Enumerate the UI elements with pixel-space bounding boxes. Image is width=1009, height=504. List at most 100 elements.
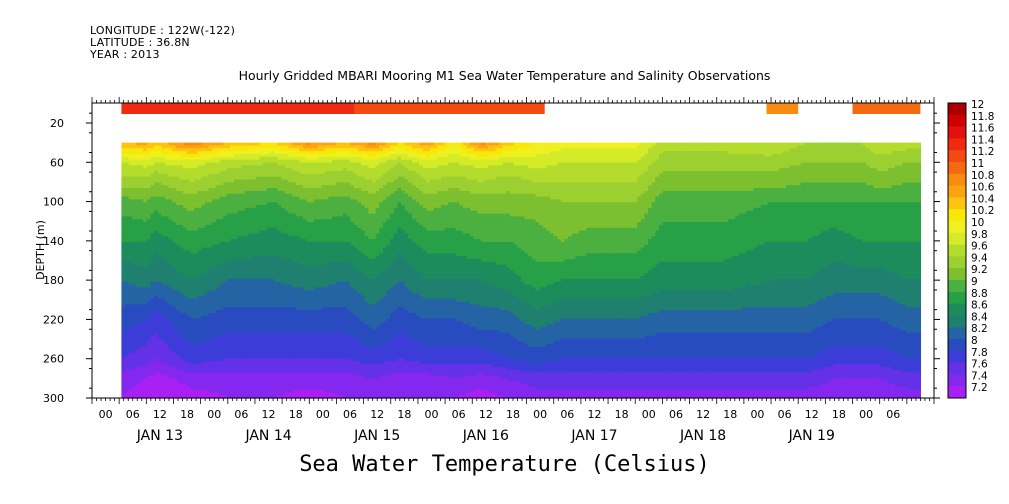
heatmap-cell	[179, 332, 184, 337]
heatmap-cell	[179, 363, 184, 368]
heatmap-cell	[146, 142, 152, 147]
heatmap-cell	[230, 321, 235, 325]
heatmap-cell	[273, 233, 279, 237]
heatmap-cell	[183, 253, 188, 257]
heatmap-cell	[226, 335, 231, 340]
heatmap-cell	[154, 341, 159, 345]
heatmap-cell	[230, 335, 235, 340]
heatmap-cell	[194, 151, 199, 155]
heatmap-cell	[125, 162, 130, 166]
heatmap-cell	[252, 182, 257, 186]
heatmap-cell	[175, 239, 181, 243]
heatmap-cell	[292, 358, 297, 362]
heatmap-cell	[270, 329, 275, 334]
heatmap-cell	[230, 213, 235, 218]
heatmap-cell	[125, 261, 130, 266]
heatmap-cell	[273, 366, 279, 371]
heatmap-cell	[215, 165, 221, 169]
heatmap-cell	[292, 375, 297, 379]
heatmap-cell	[234, 290, 239, 294]
heatmap-cell	[295, 264, 300, 269]
heatmap-cell	[288, 361, 293, 365]
heatmap-cell	[179, 298, 184, 303]
heatmap-cell	[128, 363, 133, 368]
heatmap-cell	[244, 295, 250, 300]
heatmap-cell	[241, 378, 246, 382]
heatmap-cell	[161, 372, 166, 376]
heatmap-cell	[154, 278, 159, 283]
heatmap-cell	[146, 369, 152, 374]
heatmap-cell	[244, 224, 250, 229]
heatmap-cell	[234, 310, 239, 314]
heatmap-cell	[201, 253, 206, 257]
heatmap-cell	[183, 363, 188, 368]
heatmap-cell	[190, 199, 195, 203]
heatmap-cell	[281, 205, 286, 209]
heatmap-cell	[252, 389, 257, 393]
heatmap-cell	[135, 335, 141, 340]
heatmap-cell	[128, 329, 133, 334]
heatmap-cell	[241, 318, 246, 322]
heatmap-cell	[234, 304, 239, 308]
heatmap-cell	[143, 304, 148, 308]
heatmap-cell	[146, 361, 152, 365]
heatmap-cell	[143, 190, 148, 195]
heatmap-cell	[186, 329, 192, 334]
heatmap-cell	[292, 261, 297, 266]
heatmap-cell	[128, 239, 133, 243]
heatmap-cell	[303, 156, 308, 161]
heatmap-cell	[237, 361, 242, 365]
heatmap-cell	[179, 258, 184, 263]
heatmap-cell	[146, 188, 152, 192]
heatmap-cell	[154, 205, 159, 209]
heatmap-cell	[190, 210, 195, 215]
heatmap-cell	[143, 383, 148, 388]
heatmap-cell	[161, 261, 166, 266]
heatmap-cell	[234, 369, 239, 374]
heatmap-cell	[139, 202, 144, 206]
heatmap-cell	[154, 273, 159, 277]
heatmap-cell	[292, 284, 297, 288]
heatmap-cell	[175, 270, 181, 274]
heatmap-cell	[252, 301, 257, 305]
heatmap-cell	[150, 315, 155, 320]
heatmap-cell	[259, 153, 264, 158]
heatmap-cell	[132, 307, 137, 311]
heatmap-cell	[292, 222, 297, 226]
heatmap-cell	[277, 247, 282, 252]
heatmap-cell	[237, 151, 242, 155]
heatmap-cell	[288, 335, 293, 340]
heatmap-cell	[201, 267, 206, 271]
heatmap-cell	[259, 389, 264, 393]
heatmap-cell	[165, 219, 170, 223]
heatmap-cell	[146, 332, 152, 337]
heatmap-cell	[190, 355, 195, 359]
heatmap-cell	[172, 395, 177, 399]
heatmap-cell	[299, 168, 304, 172]
heatmap-cell	[125, 207, 130, 212]
heatmap-cell	[263, 301, 268, 305]
heatmap-cell	[194, 318, 199, 322]
heatmap-cell	[190, 188, 195, 192]
heatmap-cell	[154, 199, 159, 203]
heatmap-cell	[139, 389, 144, 393]
heatmap-cell	[284, 349, 290, 354]
heatmap-cell	[165, 315, 170, 320]
heatmap-cell	[132, 165, 137, 169]
heatmap-cell	[259, 332, 264, 337]
heatmap-cell	[150, 159, 155, 164]
heatmap-cell	[125, 258, 130, 263]
heatmap-cell	[121, 213, 126, 218]
heatmap-cell	[219, 241, 224, 246]
heatmap-cell	[277, 179, 282, 183]
heatmap-cell	[292, 273, 297, 277]
heatmap-cell	[168, 383, 173, 388]
heatmap-cell	[288, 264, 293, 269]
heatmap-cell	[248, 224, 253, 229]
heatmap-cell	[241, 185, 246, 189]
heatmap-cell	[179, 352, 184, 357]
heatmap-cell	[197, 298, 202, 303]
heatmap-cell	[157, 315, 162, 320]
heatmap-cell	[255, 216, 261, 220]
heatmap-cell	[288, 380, 293, 385]
